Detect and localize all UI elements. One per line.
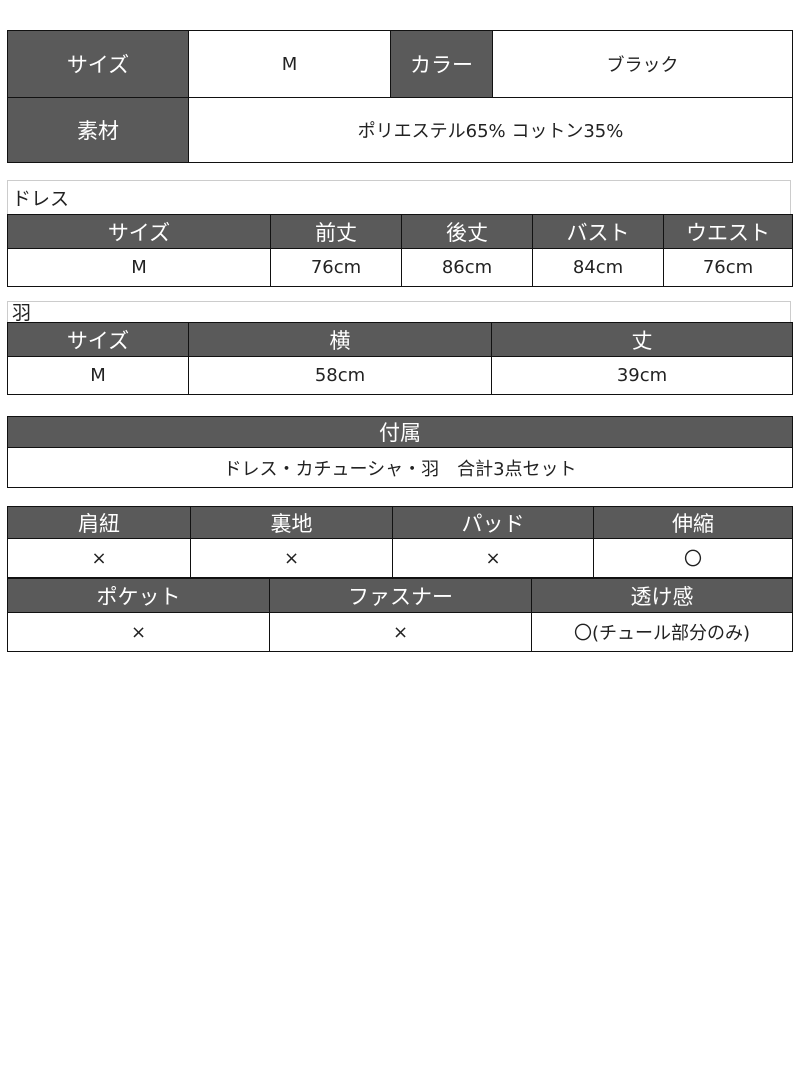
dress-title: ドレス: [7, 180, 791, 214]
color-label: カラー: [390, 30, 493, 98]
feature-header: 伸縮: [593, 506, 793, 539]
features-table-1: 肩紐 裏地 パッド 伸縮 × × × 〇: [7, 506, 793, 578]
feature-header: パッド: [392, 506, 594, 539]
dress-header: 後丈: [401, 214, 533, 249]
dress-value: M: [7, 248, 271, 287]
wings-title: 羽: [7, 301, 791, 324]
feature-header: 透け感: [531, 578, 793, 613]
feature-header: 肩紐: [7, 506, 191, 539]
size-label: サイズ: [7, 30, 189, 98]
wings-header: 丈: [491, 322, 793, 357]
dress-value: 84cm: [532, 248, 664, 287]
feature-header: ファスナー: [269, 578, 532, 613]
feature-value: ×: [190, 538, 393, 578]
dress-value: 86cm: [401, 248, 533, 287]
feature-value: ×: [7, 538, 191, 578]
accessories-table: 付属 ドレス・カチューシャ・羽 合計3点セット: [7, 416, 793, 488]
dress-value: 76cm: [663, 248, 793, 287]
dress-header: バスト: [532, 214, 664, 249]
wings-value: M: [7, 356, 189, 395]
color-value: ブラック: [492, 30, 793, 98]
dress-header: ウエスト: [663, 214, 793, 249]
summary-table: サイズ M カラー ブラック 素材 ポリエステル65% コットン35%: [7, 30, 793, 163]
feature-value: ×: [7, 612, 270, 652]
wings-header: 横: [188, 322, 492, 357]
wings-value: 58cm: [188, 356, 492, 395]
dress-size-table: サイズ 前丈 後丈 バスト ウエスト M 76cm 86cm 84cm 76cm: [7, 214, 793, 287]
feature-header: 裏地: [190, 506, 393, 539]
features-table-2: ポケット ファスナー 透け感 × × 〇(チュール部分のみ): [7, 578, 793, 652]
material-value: ポリエステル65% コットン35%: [188, 97, 793, 163]
material-label: 素材: [7, 97, 189, 163]
dress-value: 76cm: [270, 248, 402, 287]
dress-header: サイズ: [7, 214, 271, 249]
wings-value: 39cm: [491, 356, 793, 395]
size-value: M: [188, 30, 391, 98]
wings-size-table: サイズ 横 丈 M 58cm 39cm: [7, 322, 793, 395]
wings-header: サイズ: [7, 322, 189, 357]
accessories-header: 付属: [7, 416, 793, 448]
feature-header: ポケット: [7, 578, 270, 613]
accessories-value: ドレス・カチューシャ・羽 合計3点セット: [7, 447, 793, 488]
feature-value: ×: [269, 612, 532, 652]
dress-header: 前丈: [270, 214, 402, 249]
feature-value: 〇(チュール部分のみ): [531, 612, 793, 652]
feature-value: 〇: [593, 538, 793, 578]
feature-value: ×: [392, 538, 594, 578]
